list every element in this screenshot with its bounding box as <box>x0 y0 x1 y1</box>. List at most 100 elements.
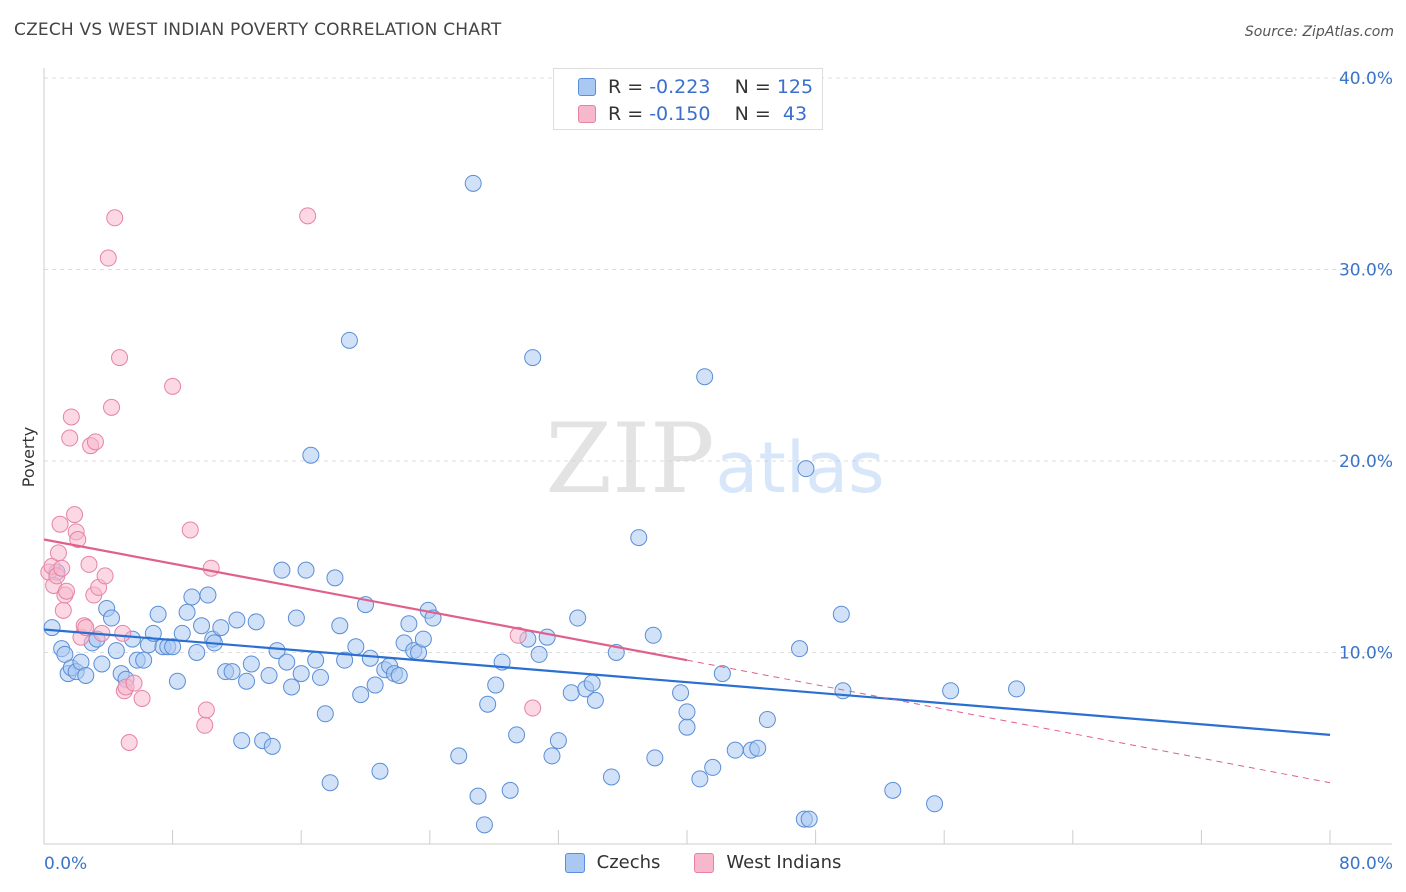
czech-point <box>371 762 389 780</box>
czech-point <box>1008 680 1026 698</box>
czech-point <box>791 640 809 658</box>
czech-point <box>524 349 542 367</box>
czech-point <box>390 666 408 684</box>
y-tick-label: 30.0% <box>1339 261 1393 281</box>
west-indian-point <box>69 531 87 549</box>
west-indian-point <box>86 433 104 451</box>
czech-point <box>726 741 744 759</box>
czech-point <box>926 795 944 813</box>
czech-point <box>530 645 548 663</box>
x-tick-label-min: 0.0% <box>44 854 87 874</box>
czech-point <box>247 613 265 631</box>
czech-points <box>43 174 1026 834</box>
czech-point <box>352 686 370 704</box>
czech-point <box>469 787 487 805</box>
czech-point <box>302 446 320 464</box>
czech-n-value: 125 <box>776 76 814 98</box>
trend-lines <box>43 538 1331 784</box>
west-indian-point <box>61 429 79 447</box>
west-indian-point <box>181 521 199 539</box>
czech-point <box>321 774 339 792</box>
west-indian-trend-extension <box>686 659 1331 784</box>
czech-point <box>646 749 664 767</box>
czech-point <box>278 653 296 671</box>
west-indian-point <box>103 398 121 416</box>
czech-point <box>164 638 182 656</box>
wi-n-value: 43 <box>776 103 808 125</box>
czech-point <box>268 642 286 660</box>
czech-point <box>366 676 384 694</box>
west-indian-point <box>111 349 129 367</box>
watermark: ZIP atlas <box>545 403 884 515</box>
czech-point <box>316 705 334 723</box>
y-tick-label: 10.0% <box>1339 644 1393 664</box>
czech-point <box>107 642 125 660</box>
czech-point <box>508 726 526 744</box>
czech-point <box>135 651 153 669</box>
czech-point <box>178 603 196 621</box>
czech-point <box>223 663 241 681</box>
czech-point <box>297 561 315 579</box>
y-tick-label: 20.0% <box>1339 452 1393 472</box>
czech-point <box>800 810 818 828</box>
west-indian-point <box>197 701 215 719</box>
czech-point <box>233 732 251 750</box>
czech-point <box>183 588 201 606</box>
czech-point <box>336 651 354 669</box>
west-indian-point <box>120 734 138 752</box>
west-indian-point <box>114 624 132 642</box>
watermark-zip: ZIP <box>545 403 714 515</box>
czech-point <box>749 739 767 757</box>
czech-point <box>103 609 121 627</box>
legend-item-west-indians: West Indians <box>694 852 841 873</box>
czech-swatch <box>578 78 596 96</box>
czech-point <box>678 703 696 721</box>
y-tick-label: 40.0% <box>1339 69 1393 89</box>
west-indian-point <box>96 567 114 585</box>
czech-point <box>884 781 902 799</box>
czech-point <box>450 747 468 765</box>
czech-point <box>644 626 662 644</box>
y-axis-label: Poverty <box>19 427 38 488</box>
wi-r-label: R = <box>608 103 650 125</box>
czech-point <box>942 682 960 700</box>
west-indian-point <box>196 716 214 734</box>
czech-point <box>173 624 191 642</box>
czech-point <box>479 695 497 713</box>
west-indian-point <box>164 377 182 395</box>
west-indian-point <box>202 559 220 577</box>
czech-point <box>464 174 482 192</box>
czech-point <box>199 586 217 604</box>
west-indian-point <box>524 699 542 717</box>
czech-point <box>691 770 709 788</box>
czech-point <box>263 737 281 755</box>
czech-point <box>188 644 206 661</box>
series-legend: Czechs West Indians <box>0 852 1406 873</box>
czech-point <box>569 609 587 627</box>
legend-wi-swatch <box>694 852 715 873</box>
czech-point <box>347 638 365 656</box>
czech-point <box>326 569 344 587</box>
czech-point <box>501 781 519 799</box>
west-indian-trend-line <box>43 538 688 662</box>
chart-title: CZECH VS WEST INDIAN POVERTY CORRELATION… <box>14 20 502 40</box>
czech-point <box>400 615 418 633</box>
west-indian-point <box>62 408 80 426</box>
legend-czech-label: Czechs <box>596 852 661 873</box>
czech-point <box>832 605 850 623</box>
west-indian-point <box>53 559 71 577</box>
czech-point <box>273 561 291 579</box>
czech-point <box>704 758 722 776</box>
legend-item-czechs: Czechs <box>564 852 661 873</box>
west-indian-point <box>54 601 72 619</box>
czech-point <box>543 747 561 765</box>
czech-point <box>238 672 256 690</box>
czech-point <box>340 331 358 349</box>
czech-point <box>260 666 278 684</box>
west-indian-point <box>125 674 143 692</box>
legend-wi-label: West Indians <box>726 852 842 873</box>
czech-point <box>331 617 349 635</box>
czech-point <box>287 609 305 627</box>
czech-n-label: N = <box>734 76 777 98</box>
west-indian-point <box>51 515 69 533</box>
